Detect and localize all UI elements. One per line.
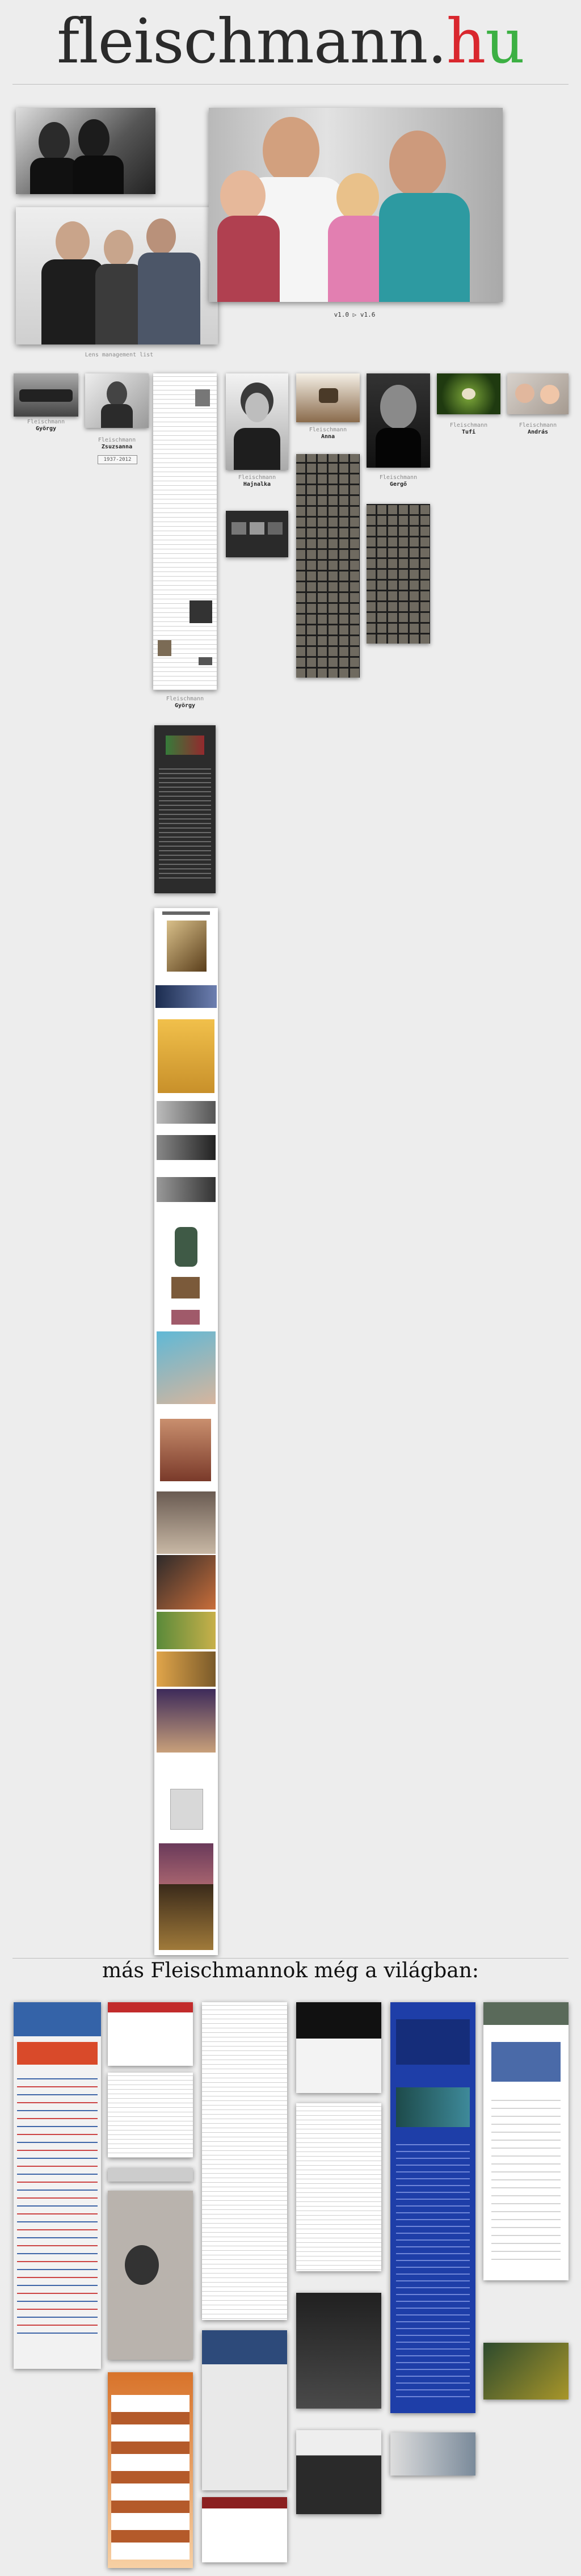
- gergo-thumb[interactable]: [367, 373, 430, 468]
- header-divider: [12, 84, 569, 85]
- other-site-6[interactable]: [108, 2372, 193, 2568]
- other-site-12[interactable]: [296, 2293, 381, 2409]
- tufi-thumb[interactable]: [437, 373, 500, 414]
- member-caption-hajnalka: Fleischmann Hajnalka: [238, 474, 276, 488]
- section-divider: [12, 1958, 569, 1959]
- member-caption-andras: Fleischmann András: [519, 422, 557, 435]
- hajnalka-thumb[interactable]: [226, 373, 288, 470]
- gergo-gallery[interactable]: [367, 504, 430, 644]
- gyorgy-page-screenshot[interactable]: [153, 373, 217, 690]
- small-label: Lens management list: [85, 352, 154, 358]
- other-site-7[interactable]: [202, 2002, 287, 2320]
- member-caption-tufi: Fleischmann Tufi: [449, 422, 488, 435]
- gyorgy-thumb[interactable]: [14, 373, 78, 417]
- other-site-9[interactable]: [202, 2497, 287, 2562]
- other-site-13[interactable]: [296, 2430, 381, 2514]
- other-site-5[interactable]: [108, 2191, 193, 2360]
- old-couple-photo: [16, 108, 155, 194]
- three-men-photo: [16, 207, 218, 344]
- gyorgy-dark-page[interactable]: [154, 725, 216, 893]
- site-logo[interactable]: fleischmann.hu: [57, 6, 525, 77]
- other-site-14[interactable]: [390, 2002, 475, 2413]
- member-caption-zsuzsanna: Fleischmann Zsuzsanna: [98, 437, 136, 450]
- andras-thumb[interactable]: [507, 373, 569, 414]
- other-site-2[interactable]: [108, 2002, 193, 2066]
- anna-gallery[interactable]: [296, 454, 360, 678]
- other-site-1[interactable]: [14, 2002, 101, 2369]
- other-site-11[interactable]: [296, 2103, 381, 2271]
- other-site-16[interactable]: [483, 2002, 569, 2280]
- member-caption-gergo: Fleischmann Gergő: [379, 474, 418, 488]
- family-photo: [209, 108, 503, 302]
- gyorgy-gallery-column[interactable]: [154, 908, 218, 1955]
- other-site-8[interactable]: [202, 2330, 287, 2490]
- hajnalka-gallery[interactable]: [226, 511, 288, 557]
- anna-thumb[interactable]: [296, 373, 360, 422]
- other-site-10[interactable]: [296, 2002, 381, 2093]
- other-site-17[interactable]: [483, 2343, 569, 2399]
- other-site-3[interactable]: [108, 2073, 193, 2158]
- member-caption-anna: Fleischmann Anna: [309, 427, 347, 440]
- version-label[interactable]: v1.0 ▷ v1.6: [334, 311, 376, 318]
- member-caption-gyorgy-2: Fleischmann György: [166, 696, 204, 709]
- zsuzsanna-thumb[interactable]: [85, 373, 149, 428]
- member-caption-gyorgy: Fleischmann György: [27, 419, 65, 432]
- zsuzsanna-dates-box[interactable]: 1937-2012: [98, 455, 137, 464]
- other-site-15[interactable]: [390, 2432, 475, 2476]
- other-site-4[interactable]: [108, 2168, 193, 2182]
- others-title: más Fleischmannok még a világban:: [102, 1959, 479, 1982]
